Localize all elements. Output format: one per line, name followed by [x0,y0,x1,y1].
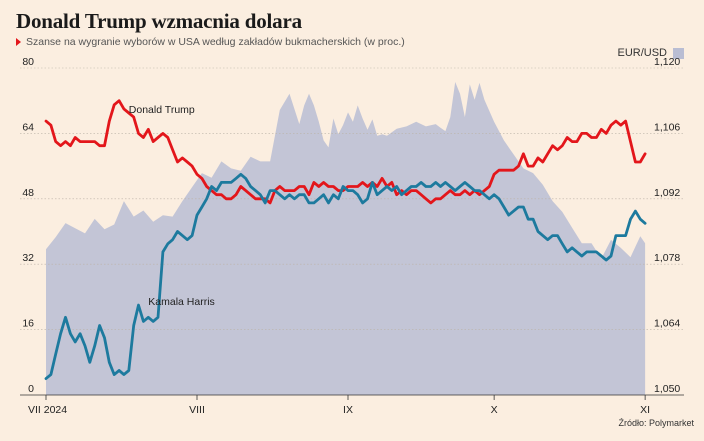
left-axis-tick-label: 16 [22,318,34,330]
x-axis-tick-label: IX [343,404,353,416]
left-axis-tick-label: 32 [22,252,34,264]
harris-line-label: Kamala Harris [148,296,215,308]
x-axis-tick-label: VIII [189,404,205,416]
x-axis-tick-label: X [491,404,498,416]
left-axis-tick-label: 64 [22,121,34,133]
gridlines [20,67,684,396]
series-labels: Donald Trump Kamala Harris [129,104,215,308]
eur-usd-area-layer [46,82,646,395]
source-note: Źródło: Polymarket [618,418,694,428]
series-lines [44,99,647,381]
right-axis-tick-label: 1,064 [654,318,680,330]
chart-title: Donald Trump wzmacnia dolara [16,9,302,33]
right-axis-tick-label: 1,050 [654,383,680,395]
right-axis-tick-label: 1,078 [654,252,680,264]
eur-usd-legend-label: EUR/USD [617,47,667,59]
harris-line [44,172,647,381]
trump-line-label: Donald Trump [129,104,195,116]
eur-usd-area [46,82,646,395]
x-axis-tick-label: XI [640,404,650,416]
eur-usd-legend: EUR/USD [617,47,684,59]
axis-ticks: 80 1,120 64 1,106 48 1,092 32 1,078 16 1,064 0 1,05… [22,56,680,416]
left-axis-tick-label: 48 [22,187,34,199]
triangle-marker-icon [16,38,21,46]
chart-subtitle: Szanse na wygranie wyborów w USA według … [16,36,405,48]
x-axis-tick-label: VII 2024 [28,404,67,416]
left-axis-tick-label: 80 [22,56,34,68]
subtitle-text: Szanse na wygranie wyborów w USA według … [26,36,405,48]
right-axis-tick-label: 1,106 [654,121,680,133]
eur-usd-legend-swatch [673,47,684,59]
left-axis-tick-label: 0 [28,383,34,395]
right-axis-tick-label: 1,120 [654,56,680,68]
right-axis-tick-label: 1,092 [654,187,680,199]
